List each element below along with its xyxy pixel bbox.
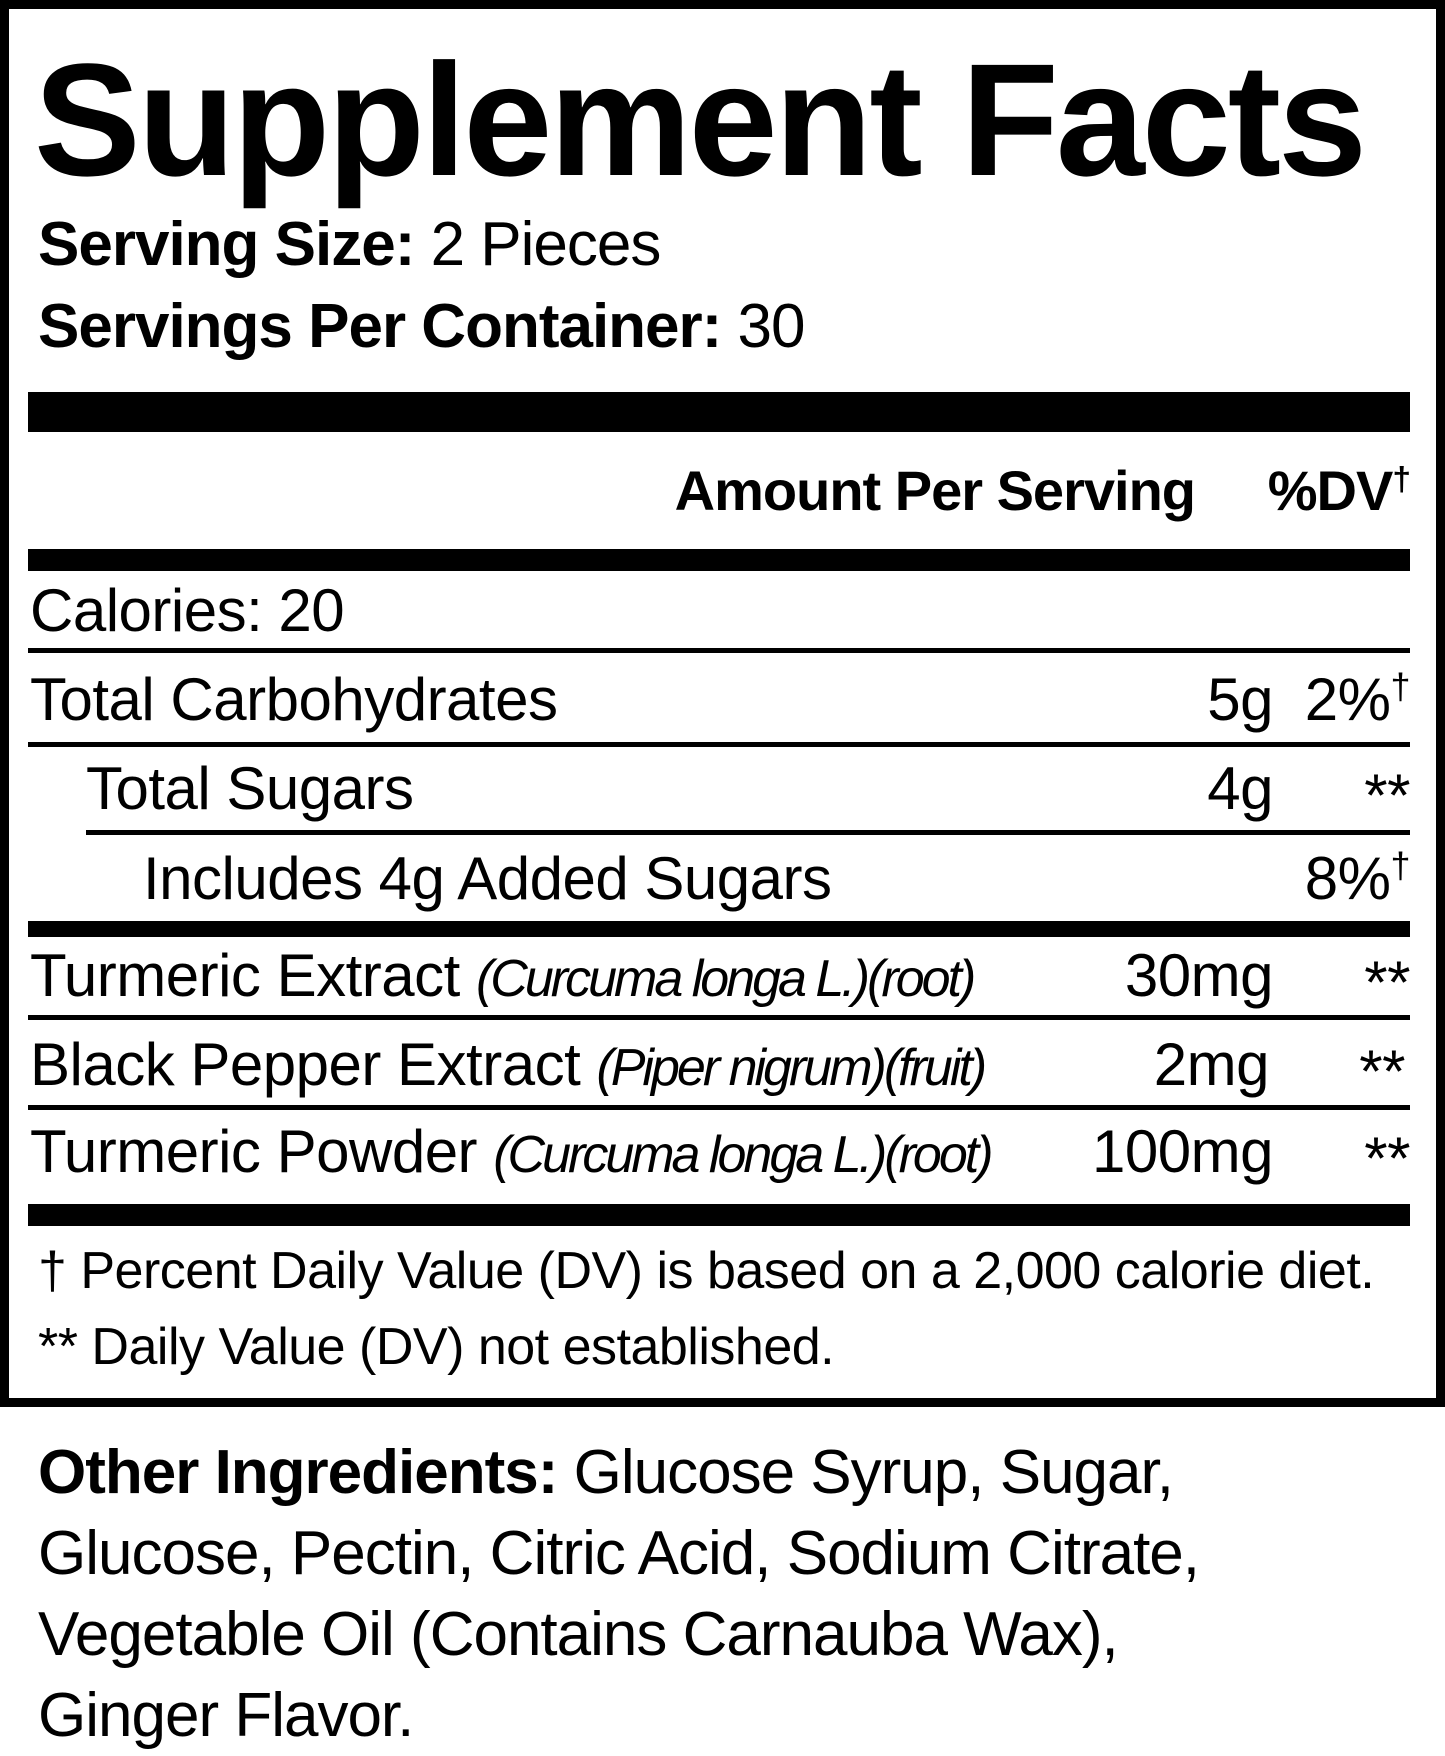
ingredient-dv: ** [1364,949,1410,1016]
other-ingredients-text: Glucose Syrup, Sugar, Glucose, Pectin, C… [38,1438,1200,1750]
thick-divider [28,1204,1410,1226]
ingredient-amount: 2mg [1153,1031,1270,1098]
nutrient-dv: 8%† [1305,847,1411,909]
nutrient-name: Includes 4g Added Sugars [143,845,832,912]
ingredient-name: Black Pepper Extract (Piper nigrum)(frui… [30,1035,987,1097]
nutrient-dv: ** [1364,762,1410,829]
nutrient-name: Total Carbohydrates [30,666,558,733]
ingredient-label: Turmeric Powder [30,1118,478,1185]
serving-size-value: 2 Pieces [430,210,662,279]
dagger-mark: † [1392,460,1411,498]
thick-divider [28,921,1410,937]
serving-size-label: Serving Size: [38,210,415,279]
thin-divider [28,1015,1410,1020]
servings-per-container: Servings Per Container: 30 [38,296,806,358]
other-ingredients: Other Ingredients: Glucose Syrup, Sugar,… [38,1432,1238,1756]
servings-per-container-label: Servings Per Container: [38,292,722,361]
nutrient-amount: 4g [1207,755,1273,822]
footnote-daily-value: † Percent Daily Value (DV) is based on a… [38,1242,1375,1300]
dv-header: %DV† [1268,460,1411,519]
ingredient-dv: ** [1359,1038,1405,1105]
nutrient-amount: 5g [1207,666,1273,733]
nutrient-name: Total Sugars [86,755,414,822]
servings-per-container-value: 30 [737,292,806,361]
thin-divider [86,830,1410,835]
medium-divider [28,549,1410,571]
thin-divider [28,1105,1410,1110]
thick-divider [28,392,1410,432]
thin-divider [28,648,1410,653]
dagger-mark: † [1390,665,1410,707]
serving-size: Serving Size: 2 Pieces [38,214,661,276]
latin-name: (Piper nigrum)(fruit) [596,1039,987,1097]
amount-per-serving-header: Amount Per Serving [674,459,1196,522]
ingredient-name: Turmeric Powder (Curcuma longa L.)(root) [30,1122,994,1184]
ingredient-dv: ** [1364,1125,1410,1192]
supplement-facts-panel [0,0,1445,1407]
ingredient-amount: 30mg [1124,942,1274,1009]
other-ingredients-label: Other Ingredients: [38,1438,558,1507]
dv-header-label: %DV [1267,459,1394,522]
dv-value: 2% [1304,666,1391,733]
dagger-mark: † [1390,844,1410,886]
ingredient-amount: 100mg [1092,1118,1273,1185]
ingredient-name: Turmeric Extract (Curcuma longa L.)(root… [30,946,976,1008]
nutrient-dv: 2%† [1305,668,1411,730]
thin-divider [28,742,1410,747]
latin-name: (Curcuma longa L.)(root) [475,950,976,1008]
panel-title: Supplement Facts [34,30,1367,209]
calories: Calories: 20 [30,577,345,644]
ingredient-label: Turmeric Extract [30,942,460,1009]
dv-value: 8% [1304,845,1391,912]
latin-name: (Curcuma longa L.)(root) [493,1126,993,1184]
ingredient-label: Black Pepper Extract [30,1031,581,1098]
footnote-not-established: ** Daily Value (DV) not established. [38,1318,835,1376]
